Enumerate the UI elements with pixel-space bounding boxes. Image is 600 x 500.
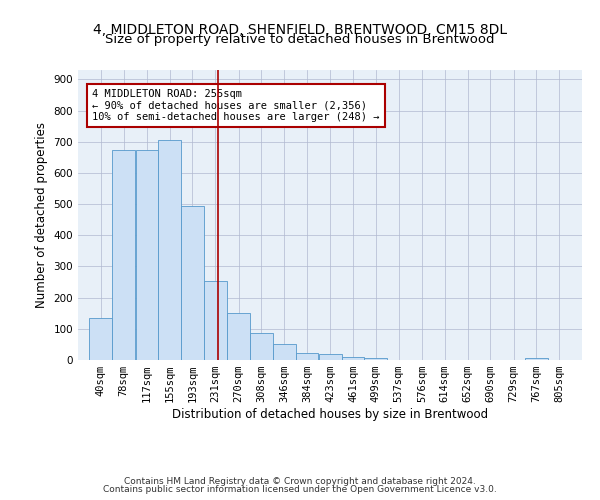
Text: Contains HM Land Registry data © Crown copyright and database right 2024.: Contains HM Land Registry data © Crown c…: [124, 478, 476, 486]
Bar: [250, 333, 273, 360]
Bar: [525, 358, 548, 360]
Bar: [181, 206, 204, 360]
Bar: [89, 318, 112, 360]
X-axis label: Distribution of detached houses by size in Brentwood: Distribution of detached houses by size …: [172, 408, 488, 421]
Bar: [364, 358, 387, 360]
Bar: [273, 344, 296, 360]
Bar: [204, 282, 227, 360]
Text: 4, MIDDLETON ROAD, SHENFIELD, BRENTWOOD, CM15 8DL: 4, MIDDLETON ROAD, SHENFIELD, BRENTWOOD,…: [93, 22, 507, 36]
Bar: [319, 354, 341, 360]
Bar: [227, 313, 250, 360]
Bar: [296, 353, 319, 360]
Bar: [112, 150, 135, 360]
Text: Contains public sector information licensed under the Open Government Licence v3: Contains public sector information licen…: [103, 485, 497, 494]
Bar: [341, 357, 364, 360]
Text: 4 MIDDLETON ROAD: 255sqm
← 90% of detached houses are smaller (2,356)
10% of sem: 4 MIDDLETON ROAD: 255sqm ← 90% of detach…: [92, 88, 380, 122]
Text: Size of property relative to detached houses in Brentwood: Size of property relative to detached ho…: [105, 32, 495, 46]
Bar: [158, 140, 181, 360]
Y-axis label: Number of detached properties: Number of detached properties: [35, 122, 48, 308]
Bar: [136, 150, 158, 360]
